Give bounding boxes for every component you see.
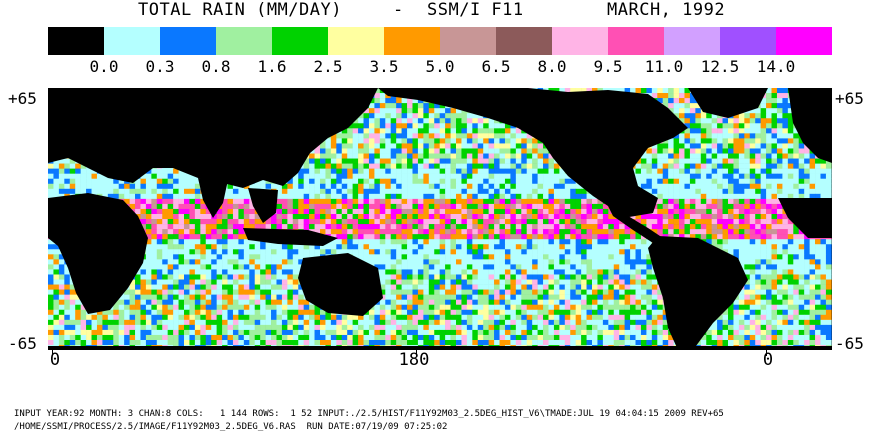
- eurasia: [48, 88, 378, 188]
- lon-label-180: 180: [398, 350, 430, 370]
- title-product: TOTAL RAIN (MM/DAY): [138, 0, 342, 20]
- legend-swatch-4: [272, 27, 328, 55]
- legend-swatch-12: [720, 27, 776, 55]
- legend-label-8: 8.0: [537, 57, 567, 76]
- map-title: TOTAL RAIN (MM/DAY) - SSM/I F11 MARCH, 1…: [0, 0, 880, 24]
- legend-label-6: 5.0: [425, 57, 455, 76]
- rain-map-grid: [48, 88, 832, 350]
- color-legend: [48, 27, 832, 55]
- legend-label-5: 3.5: [369, 57, 399, 76]
- legend-label-12: 14.0: [756, 57, 796, 76]
- lat-label-bottom-right: -65: [835, 334, 864, 353]
- antarctica-edge: [48, 346, 832, 350]
- legend-label-3: 1.6: [257, 57, 287, 76]
- legend-label-9: 9.5: [593, 57, 623, 76]
- europe-east: [788, 88, 832, 163]
- title-sensor: SSM/I F11: [427, 0, 524, 20]
- legend-swatch-9: [552, 27, 608, 55]
- footer-line-1: INPUT YEAR:92 MONTH: 3 CHAN:8 COLS: 1 14…: [14, 409, 724, 419]
- legend-label-1: 0.3: [145, 57, 175, 76]
- legend-swatch-11: [664, 27, 720, 55]
- africa-east: [778, 198, 832, 238]
- lat-label-bottom-left: -65: [8, 334, 37, 353]
- lon-label-0-right: 0: [762, 350, 774, 370]
- indonesia: [243, 228, 338, 246]
- rain-map: [48, 88, 832, 350]
- lon-tick-0: [52, 350, 53, 356]
- footer-line-2: /HOME/SSMI/PROCESS/2.5/IMAGE/F11Y92M03_2…: [14, 422, 448, 432]
- legend-label-4: 2.5: [313, 57, 343, 76]
- legend-label-0: 0.0: [89, 57, 119, 76]
- legend-swatch-0: [48, 27, 104, 55]
- lon-tick-0-right: [766, 350, 767, 356]
- africa: [48, 193, 148, 314]
- lat-label-top-left: +65: [8, 89, 37, 108]
- legend-swatch-13: [776, 27, 832, 55]
- north-america: [378, 88, 688, 218]
- legend-label-2: 0.8: [201, 57, 231, 76]
- legend-swatch-7: [440, 27, 496, 55]
- central-america: [608, 206, 663, 243]
- land-masses: [48, 88, 832, 350]
- legend-swatch-2: [160, 27, 216, 55]
- south-america: [648, 236, 748, 350]
- legend-label-10: 11.0: [644, 57, 684, 76]
- legend-swatch-1: [104, 27, 160, 55]
- title-separator: -: [393, 0, 404, 20]
- legend-swatch-3: [216, 27, 272, 55]
- india: [198, 178, 228, 218]
- lon-label-0: 0: [49, 350, 61, 370]
- australia: [298, 253, 383, 316]
- legend-swatch-10: [608, 27, 664, 55]
- legend-swatch-5: [328, 27, 384, 55]
- legend-label-7: 6.5: [481, 57, 511, 76]
- greenland: [688, 88, 768, 118]
- lon-tick-180: [416, 350, 417, 356]
- lat-label-top-right: +65: [835, 89, 864, 108]
- legend-swatch-8: [496, 27, 552, 55]
- legend-label-11: 12.5: [700, 57, 740, 76]
- legend-swatch-6: [384, 27, 440, 55]
- title-period: MARCH, 1992: [607, 0, 726, 20]
- se-asia: [248, 188, 278, 223]
